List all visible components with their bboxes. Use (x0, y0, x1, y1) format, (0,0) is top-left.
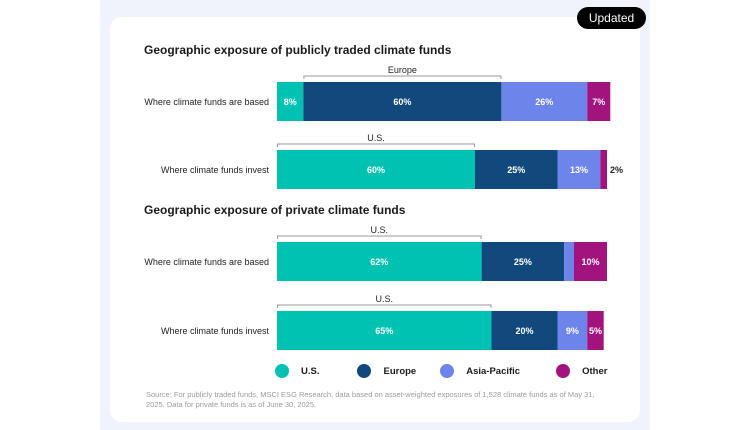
legend-item-asia-pacific: Asia-Pacific (440, 364, 520, 378)
data-label: 8% (284, 97, 297, 107)
legend-label-europe: Europe (383, 365, 417, 377)
bar-segment-u-s (277, 150, 475, 189)
bar-segment-u-s (277, 242, 482, 281)
data-label: 62% (370, 257, 388, 267)
bar-segment-u-s (277, 311, 492, 350)
bar-segment-asia-pacific (557, 311, 588, 350)
legend-swatch-other (556, 364, 571, 378)
bracket-line (277, 235, 482, 239)
data-label: 13% (570, 165, 588, 175)
data-label: 20% (515, 326, 533, 336)
legend-label-asia-pacific: Asia-Pacific (466, 365, 521, 377)
legend-label-other: Other (582, 365, 608, 377)
source-note: Source: For publicly traded funds, MSCI … (146, 390, 595, 409)
data-label: 5% (589, 326, 602, 336)
bar-segment-other (587, 311, 604, 350)
legend-item-us: U.S. (275, 364, 319, 378)
data-label: 60% (393, 97, 411, 107)
bracket-label: U.S. (371, 225, 389, 235)
bar-segment-other (574, 242, 607, 281)
data-label: 10% (581, 257, 599, 267)
bar-segment-other (600, 150, 607, 189)
data-label: 65% (375, 326, 393, 336)
chart-title-public: Geographic exposure of publicly traded c… (144, 43, 452, 57)
data-label: 26% (535, 97, 553, 107)
data-label: 25% (507, 165, 525, 175)
bracket-label: U.S. (375, 294, 393, 304)
category-label: Where climate funds invest (161, 326, 270, 336)
legend-label-us: U.S. (301, 365, 320, 377)
bracket-label: U.S. (367, 133, 385, 143)
legend: U.S. Europe Asia-Pacific Other (275, 361, 631, 381)
bracket-line (277, 143, 475, 147)
bar-segment-asia-pacific (557, 150, 601, 189)
bar-segment-asia-pacific (501, 82, 588, 121)
bar-segment-europe (481, 242, 565, 281)
data-label: 9% (566, 326, 579, 336)
data-label: 2% (610, 165, 623, 175)
category-label: Where climate funds are based (144, 257, 269, 267)
updated-badge: Updated (577, 7, 646, 29)
legend-swatch-us (275, 364, 289, 378)
bar-segment-europe (491, 311, 558, 350)
bar-segment-asia-pacific (564, 242, 574, 281)
data-label: 25% (514, 257, 532, 267)
bar-segment-europe (303, 82, 502, 121)
category-label: Where climate funds are based (144, 97, 269, 107)
legend-swatch-europe (357, 364, 372, 378)
chart-title-private: Geographic exposure of private climate f… (144, 203, 406, 217)
legend-swatch-asia-pacific (440, 364, 455, 378)
bracket-line (303, 75, 502, 79)
bracket-line (277, 304, 492, 308)
data-label: 7% (592, 97, 605, 107)
bar-segment-other (587, 82, 611, 121)
legend-item-other: Other (556, 364, 607, 378)
bar-segment-europe (475, 150, 558, 189)
category-label: Where climate funds invest (161, 165, 270, 175)
bar-segment-u-s (277, 82, 304, 121)
data-label: 60% (367, 165, 385, 175)
bracket-label: Europe (388, 65, 417, 75)
legend-item-europe: Europe (357, 364, 416, 378)
